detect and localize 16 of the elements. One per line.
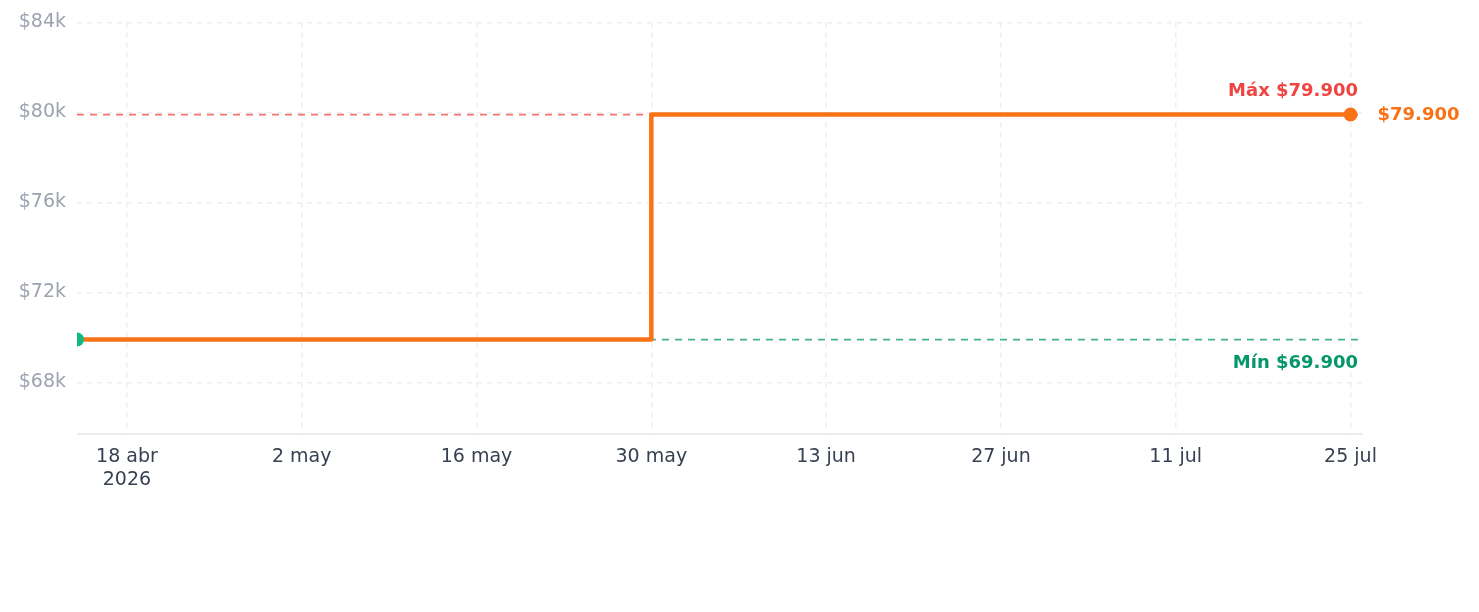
- data-label: $79.900: [1377, 103, 1460, 125]
- x-tick-label: 18 abr 2026: [96, 444, 158, 490]
- ref-line-label: Máx $79.900: [1228, 79, 1358, 101]
- y-tick-label: $72k: [18, 279, 66, 302]
- x-tick-label: 13 jun: [796, 444, 856, 467]
- x-tick-label: 30 may: [615, 444, 688, 467]
- y-tick-label: $68k: [18, 369, 66, 392]
- x-tick-label: 16 may: [440, 444, 513, 467]
- y-tick-label: $76k: [18, 189, 66, 212]
- y-tick-label: $84k: [18, 9, 66, 32]
- y-tick-label: $80k: [18, 99, 66, 122]
- x-tick-label: 27 jun: [971, 444, 1031, 467]
- ref-line-label: Mín $69.900: [1232, 351, 1358, 373]
- x-tick-label: 25 jul: [1324, 444, 1377, 467]
- x-tick-label: 11 jul: [1149, 444, 1203, 467]
- x-tick-label: 2 may: [271, 444, 332, 467]
